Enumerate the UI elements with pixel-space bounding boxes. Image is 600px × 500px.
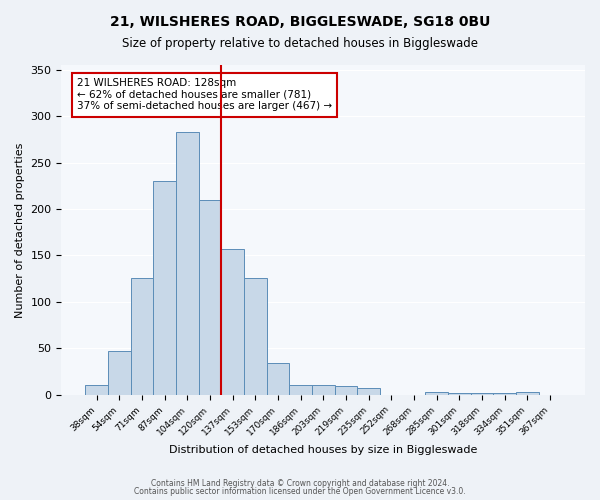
Bar [289,384,312,395]
Bar [425,392,448,395]
Text: 21 WILSHERES ROAD: 128sqm
← 62% of detached houses are smaller (781)
37% of semi: 21 WILSHERES ROAD: 128sqm ← 62% of detac… [77,78,332,112]
Bar [199,200,221,395]
Bar [131,278,153,395]
Bar [244,278,266,395]
Bar [312,384,335,395]
Bar [108,351,131,395]
Bar [335,386,357,395]
X-axis label: Distribution of detached houses by size in Biggleswade: Distribution of detached houses by size … [169,445,478,455]
Text: 21, WILSHERES ROAD, BIGGLESWADE, SG18 0BU: 21, WILSHERES ROAD, BIGGLESWADE, SG18 0B… [110,15,490,29]
Bar [153,181,176,395]
Text: Size of property relative to detached houses in Biggleswade: Size of property relative to detached ho… [122,38,478,51]
Bar [448,393,470,395]
Text: Contains public sector information licensed under the Open Government Licence v3: Contains public sector information licen… [134,487,466,496]
Bar [266,364,289,395]
Bar [470,393,493,395]
Y-axis label: Number of detached properties: Number of detached properties [15,142,25,318]
Bar [493,393,516,395]
Bar [357,388,380,395]
Bar [516,392,539,395]
Bar [221,249,244,395]
Text: Contains HM Land Registry data © Crown copyright and database right 2024.: Contains HM Land Registry data © Crown c… [151,478,449,488]
Bar [176,132,199,395]
Bar [85,384,108,395]
